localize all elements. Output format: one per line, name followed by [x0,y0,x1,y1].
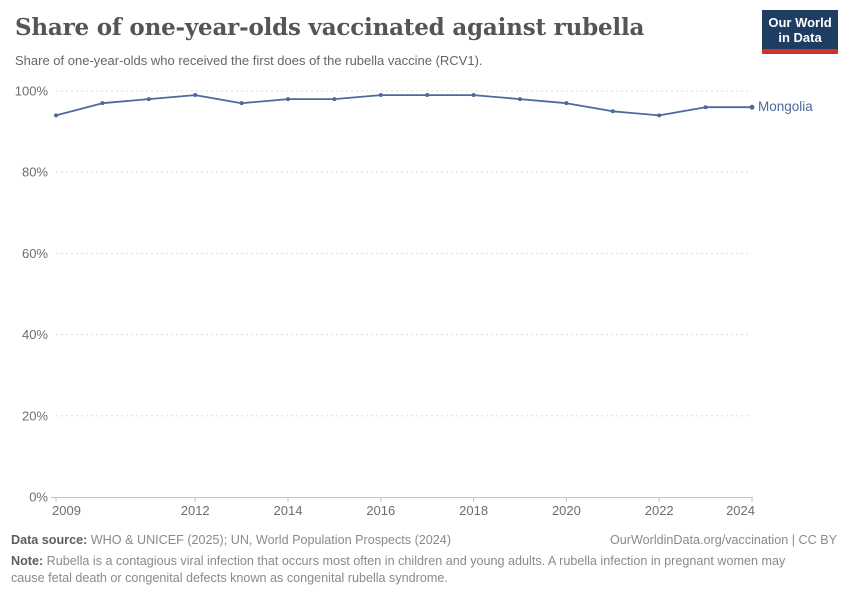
x-axis-tick-label-2020: 2020 [552,503,581,518]
line-chart-canvas[interactable]: 0% 20% 40% 60% 80% 100% 2009 2012 2014 2016 2018 20… [0,0,850,530]
y-axis-tick-label-100: 100% [15,84,49,99]
series-label-mongolia[interactable]: Mongolia [758,99,813,114]
x-axis-tick-label-2009: 2009 [52,503,81,518]
attribution-link[interactable]: OurWorldinData.org/vaccination | CC BY [609,533,837,547]
y-axis-tick-label-0: 0% [29,490,48,505]
note-value: Rubella is a contagious viral infection … [11,554,786,586]
chart-footer: Data source: WHO & UNICEF (2025); UN, Wo… [11,533,837,588]
data-point-2012[interactable] [193,93,198,98]
x-axis-tick-label-2016: 2016 [366,503,395,518]
x-axis-tick-label-2024: 2024 [726,503,755,518]
chart-plot-area[interactable]: 0% 20% 40% 60% 80% 100% 2009 2012 2014 2016 2018 20… [0,76,850,530]
page-title: Share of one-year-olds vaccinated agains… [15,14,645,41]
data-point-2019[interactable] [518,97,522,102]
y-axis-tick-label-20: 20% [22,408,48,423]
x-axis-tick-label-2012: 2012 [181,503,210,518]
data-point-2024[interactable] [749,104,755,110]
x-axis-tick-label-2022: 2022 [645,503,674,518]
chart-note: Note: Rubella is a contagious viral infe… [11,553,811,588]
data-point-2014[interactable] [286,97,290,102]
data-point-2018[interactable] [471,93,476,98]
x-axis-tick-label-2014: 2014 [274,503,303,518]
data-point-2017[interactable] [425,93,430,98]
chart-subtitle: Share of one-year-olds who received the … [15,53,483,68]
y-axis-tick-label-80: 80% [22,165,48,180]
note-label: Note: [11,554,44,568]
data-point-2013[interactable] [239,101,244,106]
data-point-2023[interactable] [703,105,708,110]
y-axis-tick-label-40: 40% [22,327,48,342]
data-point-2021[interactable] [610,109,615,114]
data-point-2010[interactable] [100,101,105,106]
y-axis-tick-label-60: 60% [22,246,48,261]
data-point-2015[interactable] [332,97,337,102]
owid-logo: Our World in Data [762,10,838,55]
series-line-mongolia[interactable] [55,94,753,117]
data-source-value: WHO & UNICEF (2025); UN, World Populatio… [87,533,452,547]
data-point-2016[interactable] [378,93,383,98]
data-point-2009[interactable] [54,113,58,118]
data-point-2011[interactable] [146,97,151,102]
data-source-text: Data source: WHO & UNICEF (2025); UN, Wo… [11,533,451,547]
x-axis-tick-label-2018: 2018 [459,503,488,518]
logo-line-1: Our World [768,15,832,30]
data-point-2020[interactable] [564,101,569,106]
data-source-label: Data source: [11,533,88,547]
data-point-2022[interactable] [657,113,662,118]
logo-line-2: in Data [778,30,822,46]
